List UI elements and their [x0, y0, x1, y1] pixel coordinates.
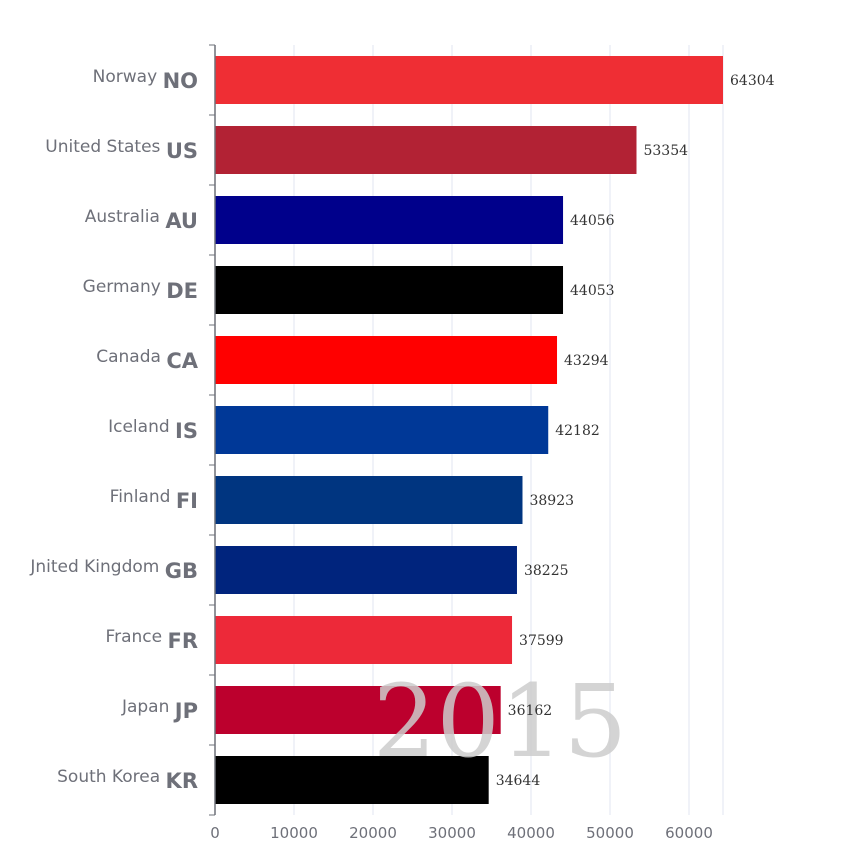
country-name: Jnited Kingdom — [29, 557, 164, 577]
country-code: KR — [166, 769, 198, 793]
category-label-au: Australia AU — [85, 207, 198, 233]
category-label-ca: Canada CA — [96, 347, 199, 373]
data-label-gb: 38225 — [524, 563, 569, 579]
x-tick-label: 30000 — [428, 824, 476, 842]
bar-fr — [215, 616, 513, 664]
country-code: DE — [166, 279, 198, 303]
country-code: IS — [175, 419, 198, 443]
data-label-kr: 34644 — [496, 773, 541, 789]
year-watermark: 2015 — [373, 663, 628, 780]
x-tick-label: 60000 — [665, 824, 713, 842]
data-label-au: 44056 — [570, 213, 615, 229]
country-name: Germany — [83, 277, 167, 297]
country-name: Australia — [85, 207, 166, 227]
category-label-gb: Jnited Kingdom GB — [29, 557, 198, 583]
bar-ca — [215, 336, 558, 384]
category-label-fi: Finland FI — [110, 487, 198, 513]
bar-us — [215, 126, 637, 174]
data-label-fi: 38923 — [529, 493, 574, 509]
bars — [215, 56, 724, 804]
category-label-is: Iceland IS — [108, 417, 198, 443]
country-code: US — [166, 139, 198, 163]
country-name: United States — [45, 137, 166, 157]
country-name: South Korea — [57, 767, 165, 787]
bar-no — [215, 56, 724, 104]
category-label-us: United States US — [45, 137, 198, 163]
country-name: France — [106, 627, 168, 647]
bar-jp — [215, 686, 501, 734]
data-labels: 64304 53354 44056 44053 43294 42182 38923 38225… — [496, 73, 775, 789]
bar-kr — [215, 756, 489, 804]
data-label-is: 42182 — [555, 423, 600, 439]
country-name: Japan — [121, 697, 175, 717]
country-name: Finland — [110, 487, 176, 507]
bar-fi — [215, 476, 523, 524]
category-label-de: Germany DE — [83, 277, 198, 303]
data-label-no: 64304 — [730, 73, 775, 89]
category-label-kr: South Korea KR — [57, 767, 198, 793]
bar-is — [215, 406, 549, 454]
country-name: Norway — [93, 67, 163, 87]
country-code: JP — [173, 699, 198, 723]
bar-de — [215, 266, 564, 314]
data-label-ca: 43294 — [564, 353, 609, 369]
bar-gb — [215, 546, 517, 594]
data-label-de: 44053 — [570, 283, 615, 299]
country-code: CA — [166, 349, 198, 373]
data-label-fr: 37599 — [519, 633, 564, 649]
country-code: FI — [176, 489, 198, 513]
x-tick-label: 0 — [210, 824, 220, 842]
category-label-no: Norway NO — [93, 67, 198, 93]
country-code: AU — [165, 209, 198, 233]
data-label-us: 53354 — [643, 143, 688, 159]
category-label-fr: France FR — [106, 627, 198, 653]
country-code: FR — [167, 629, 198, 653]
category-labels: Norway NO United States US Australia AU Ger… — [29, 67, 198, 793]
data-label-jp: 36162 — [508, 703, 553, 719]
country-name: Canada — [96, 347, 166, 367]
x-tick-label: 50000 — [586, 824, 634, 842]
country-code: NO — [163, 69, 198, 93]
axes: 0 10000 20000 30000 40000 50000 60000 — [209, 44, 713, 842]
category-label-jp: Japan JP — [121, 697, 198, 723]
x-tick-label: 10000 — [270, 824, 318, 842]
country-code: GB — [165, 559, 198, 583]
bar-au — [215, 196, 564, 244]
x-tick-label: 20000 — [349, 824, 397, 842]
x-tick-label: 40000 — [507, 824, 555, 842]
country-name: Iceland — [108, 417, 175, 437]
